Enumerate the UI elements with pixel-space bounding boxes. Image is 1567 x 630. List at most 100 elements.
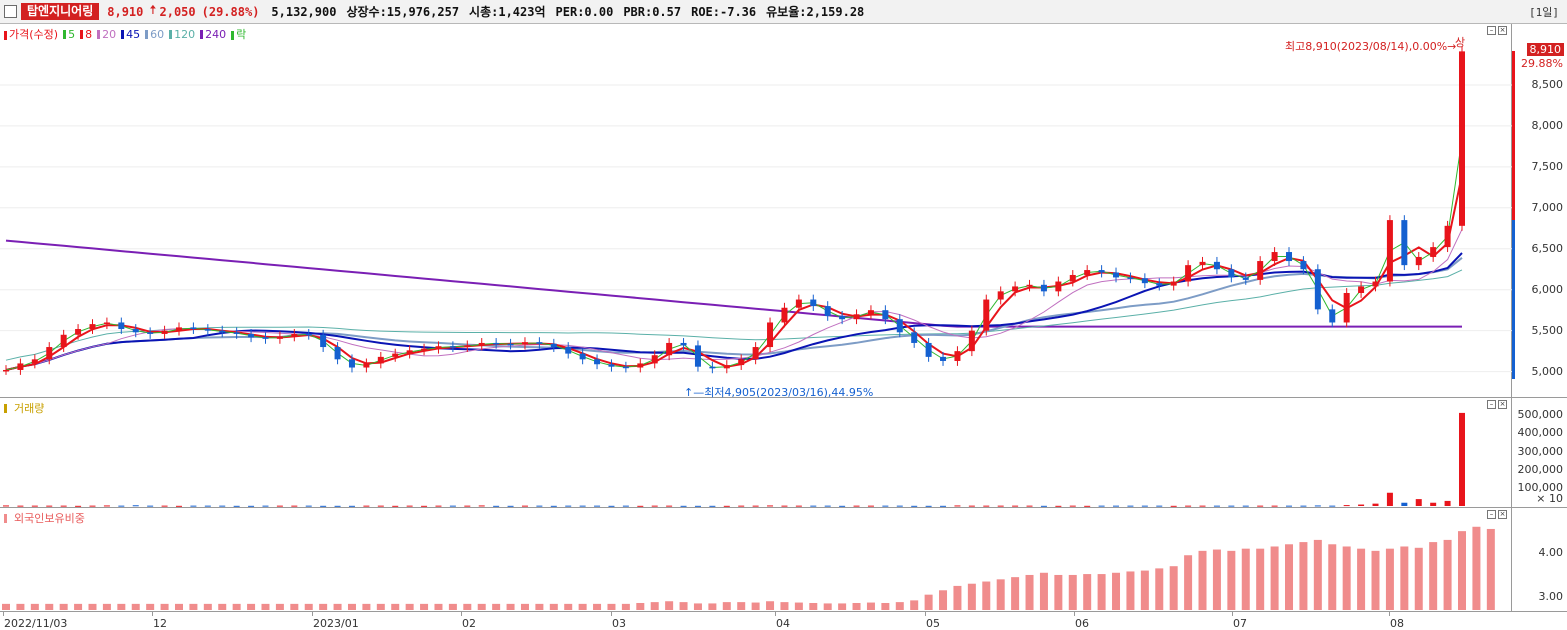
volume-bar <box>291 505 298 507</box>
candle-body <box>1358 286 1365 293</box>
volume-plot-area[interactable] <box>0 398 1512 507</box>
candle-body <box>89 324 96 330</box>
foreign-bar <box>1155 568 1164 610</box>
volume-bar <box>276 505 283 507</box>
volume-bar <box>103 505 110 507</box>
candle-body <box>60 334 67 348</box>
minimize-icon[interactable]: – <box>1487 26 1496 35</box>
foreign-bar <box>203 603 212 610</box>
volume-bar <box>449 505 456 507</box>
foreign-bar <box>636 602 645 610</box>
volume-bar <box>132 505 139 507</box>
price-chart[interactable] <box>0 24 1512 398</box>
x-axis-label: 2023/01 <box>313 617 359 630</box>
x-axis-tick <box>1389 612 1390 616</box>
select-checkbox[interactable] <box>4 5 17 18</box>
volume-bar <box>175 505 182 507</box>
candle-body <box>1127 277 1134 279</box>
foreign-bar <box>1443 539 1452 610</box>
volume-bar <box>1228 505 1235 507</box>
volume-bar <box>1113 505 1120 507</box>
listed-shares-stat: 상장수:15,976,257 <box>346 5 460 19</box>
volume-bar <box>421 505 428 507</box>
volume-bar <box>1300 505 1307 507</box>
volume-bar <box>392 505 399 507</box>
foreign-bar <box>780 602 789 610</box>
x-axis: 2022/11/03 12 2023/01 02 03 04 05 06 07 08 <box>0 612 1512 630</box>
volume-panel[interactable]: × 10 500,000 400,000 300,000 200,000 100,000… <box>0 398 1567 508</box>
candle-body <box>968 330 975 352</box>
foreign-bar <box>88 603 97 610</box>
candle-body <box>940 356 947 361</box>
foreign-plot-area[interactable] <box>0 508 1512 611</box>
candle-body <box>723 365 730 369</box>
volume-chart[interactable] <box>0 398 1512 508</box>
volume-bar <box>940 505 947 507</box>
volume-bar <box>1040 505 1047 507</box>
foreign-bar <box>1184 555 1193 610</box>
volume-bar <box>954 505 961 507</box>
foreign-bar <box>477 603 486 610</box>
price-legend: 가격(수정) 5 8 20 45 60 120 240 락 <box>4 26 246 42</box>
legend-foreign: 외국인보유비중 <box>14 512 85 525</box>
foreign-bar <box>549 603 558 610</box>
candle-body <box>1012 286 1019 292</box>
foreign-ownership-chart[interactable] <box>0 508 1512 612</box>
candle-body <box>579 353 586 360</box>
ma240-line <box>5 239 1462 328</box>
price-panel[interactable]: 8,500 8,000 7,500 7,000 6,500 6,000 5,500 5,000… <box>0 24 1567 399</box>
price-axis-tick: 5,500 <box>1531 323 1564 337</box>
current-price-tag: 8,910 <box>1526 43 1564 57</box>
candle-body <box>839 315 846 320</box>
x-axis-tick <box>1074 612 1075 616</box>
volume-bar <box>334 505 341 507</box>
candle-body <box>536 342 543 344</box>
candle-body <box>377 356 384 364</box>
foreign-bar <box>838 603 847 610</box>
x-axis-label: 05 <box>926 617 940 630</box>
ma8-line <box>5 174 1463 371</box>
minimize-icon[interactable]: – <box>1487 400 1496 409</box>
foreign-bar <box>420 603 429 610</box>
volume-bar <box>608 505 615 507</box>
volume-legend: 거래량 <box>4 400 44 416</box>
volume-bar <box>1329 505 1336 507</box>
ma120-line <box>5 269 1463 361</box>
x-axis-label: 06 <box>1075 617 1089 630</box>
candle-body <box>521 342 528 345</box>
close-icon[interactable]: × <box>1498 26 1507 35</box>
foreign-bar <box>347 603 356 610</box>
foreign-bar <box>1112 572 1121 610</box>
volume-bar <box>911 505 918 507</box>
stock-name[interactable]: 탑엔지니어링 <box>21 3 100 20</box>
close-icon[interactable]: × <box>1498 400 1507 409</box>
foreign-bar <box>1414 547 1423 610</box>
candle-body <box>882 310 889 320</box>
volume-bar <box>839 505 846 507</box>
foreign-bar <box>261 603 270 610</box>
price-plot-area[interactable] <box>0 24 1512 397</box>
foreign-legend: 외국인보유비중 <box>4 510 85 526</box>
volume-bar <box>1026 505 1033 507</box>
foreign-ownership-panel[interactable]: 4.00 3.00 외국인보유비중 – × <box>0 508 1567 612</box>
volume-bar <box>377 505 384 507</box>
volume-bar <box>694 505 701 507</box>
foreign-bar <box>679 602 688 610</box>
volume-bar <box>406 505 413 507</box>
close-icon[interactable]: × <box>1498 510 1507 519</box>
volume-axis-tick: 400,000 <box>1517 426 1564 440</box>
foreign-bar <box>1486 528 1495 610</box>
candle-body <box>997 291 1004 300</box>
period-selector[interactable]: [1일] <box>1529 6 1559 19</box>
candle-body <box>1286 252 1293 262</box>
foreign-bar <box>1357 548 1366 610</box>
volume-bar <box>925 505 932 507</box>
minimize-icon[interactable]: – <box>1487 510 1496 519</box>
volume-bar <box>507 505 514 507</box>
volume-stat: 5,132,900 <box>271 4 337 19</box>
volume-bar <box>637 505 644 507</box>
legend-ma8: 8 <box>85 27 93 41</box>
foreign-bar <box>852 602 861 610</box>
candle-body <box>1170 281 1177 286</box>
volume-bar <box>550 505 557 507</box>
